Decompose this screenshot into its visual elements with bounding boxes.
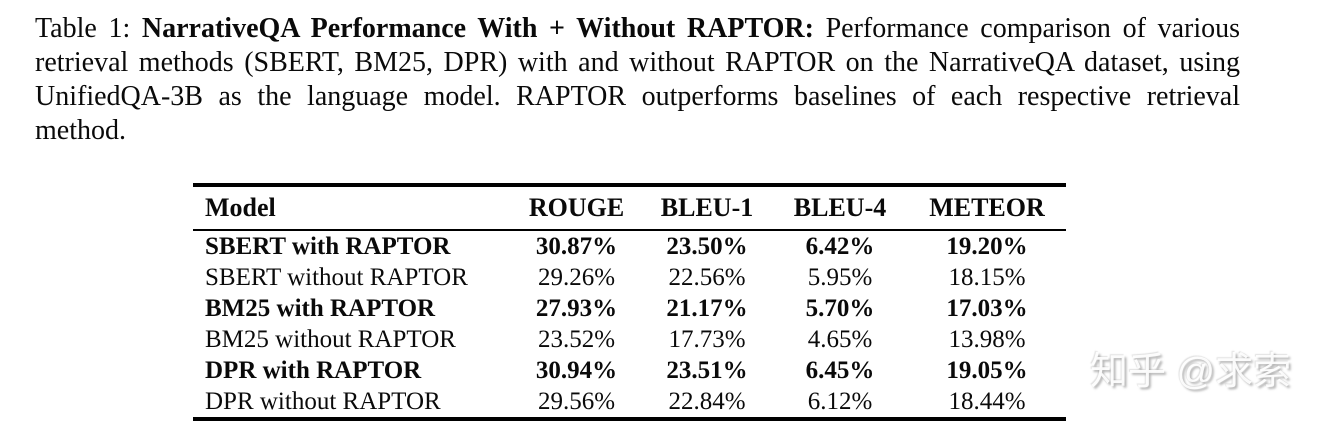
meteor-cell: 19.20% [946, 232, 1028, 260]
model-cell: DPR without RAPTOR [205, 387, 441, 415]
meteor-cell: 19.05% [946, 356, 1028, 384]
caption-title: NarrativeQA Performance With + Without R… [141, 13, 814, 44]
bleu4-cell: 6.45% [805, 356, 875, 384]
model-cell: BM25 without RAPTOR [205, 325, 456, 353]
model-cell: DPR with RAPTOR [205, 356, 422, 384]
caption-body: Performance comparison of various retrie… [35, 13, 1241, 146]
results-table: Model ROUGE BLEU-1 BLEU-4 METEOR SBERT w… [193, 183, 1066, 421]
bleu4-cell: 4.65% [807, 325, 873, 353]
table-row: BM25 without RAPTOR 23.52% 17.73% 4.65% … [193, 324, 1066, 355]
column-header-model: Model [193, 185, 511, 231]
bleu1-cell: 17.73% [668, 325, 746, 353]
bleu1-cell: 22.84% [668, 387, 746, 415]
meteor-cell: 17.03% [946, 294, 1028, 322]
meteor-cell: 18.15% [948, 263, 1026, 291]
meteor-cell: 18.44% [948, 387, 1026, 415]
table-header-row: Model ROUGE BLEU-1 BLEU-4 METEOR [193, 185, 1066, 231]
rouge-cell: 27.93% [535, 294, 618, 322]
bleu1-cell: 21.17% [666, 294, 748, 322]
rouge-cell: 29.26% [537, 263, 616, 291]
rouge-cell: 30.87% [535, 232, 618, 260]
rouge-cell: 29.56% [537, 387, 616, 415]
bleu1-cell: 23.50% [666, 232, 748, 260]
bleu1-cell: 22.56% [668, 263, 746, 291]
rouge-cell: 30.94% [535, 356, 618, 384]
column-header-rouge: ROUGE [511, 185, 642, 231]
table-caption: Table 1: NarrativeQA Performance With + … [35, 12, 1240, 148]
table-row: DPR without RAPTOR 29.56% 22.84% 6.12% 1… [193, 386, 1066, 419]
table-row: BM25 with RAPTOR 27.93% 21.17% 5.70% 17.… [193, 293, 1066, 324]
bleu4-cell: 6.12% [807, 387, 873, 415]
bleu4-cell: 5.95% [807, 263, 873, 291]
zhihu-watermark: 知乎 @求索 [1090, 351, 1292, 393]
meteor-cell: 13.98% [948, 325, 1026, 353]
table-row: SBERT without RAPTOR 29.26% 22.56% 5.95%… [193, 262, 1066, 293]
bleu4-cell: 6.42% [805, 232, 875, 260]
column-header-bleu4: BLEU-4 [772, 185, 908, 231]
table-row: SBERT with RAPTOR 30.87% 23.50% 6.42% 19… [193, 230, 1066, 262]
bleu4-cell: 5.70% [805, 294, 875, 322]
model-cell: BM25 with RAPTOR [205, 294, 436, 322]
column-header-meteor: METEOR [908, 185, 1066, 231]
model-cell: SBERT with RAPTOR [205, 232, 451, 260]
model-cell: SBERT without RAPTOR [205, 263, 468, 291]
bleu1-cell: 23.51% [666, 356, 748, 384]
table-row: DPR with RAPTOR 30.94% 23.51% 6.45% 19.0… [193, 355, 1066, 386]
rouge-cell: 23.52% [537, 325, 616, 353]
column-header-bleu1: BLEU-1 [642, 185, 772, 231]
caption-label: Table 1: [35, 13, 142, 44]
